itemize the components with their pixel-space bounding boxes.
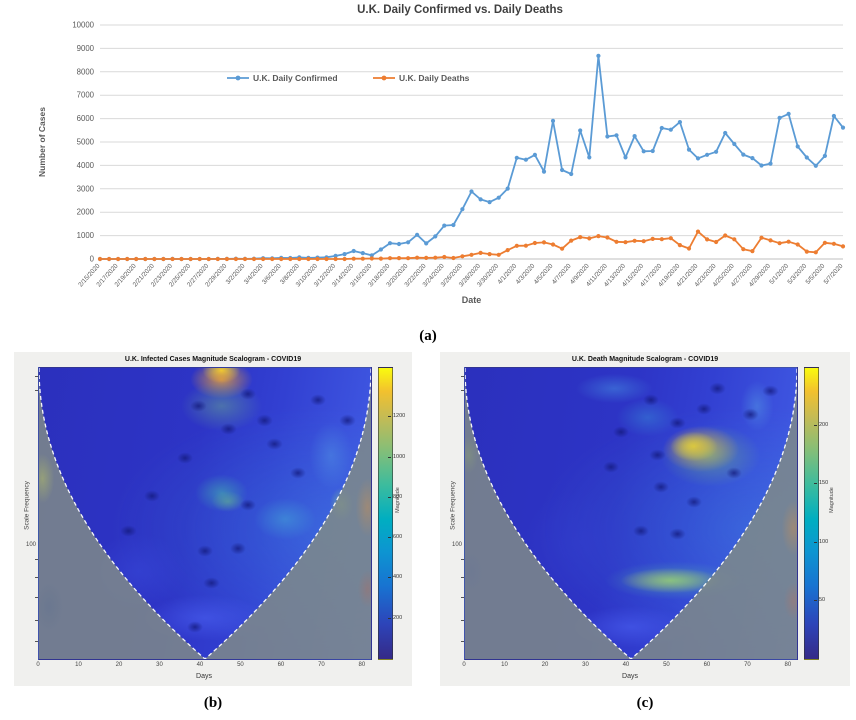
colorbar-tick	[814, 483, 817, 485]
colorbar-label: Magnitude	[829, 487, 835, 513]
y-axis-title: Number of Cases	[37, 107, 47, 177]
y-tick-label: 0	[90, 255, 95, 264]
y-minor-tick	[461, 576, 464, 578]
x-tick-label: 30	[582, 662, 589, 668]
cone-of-influence	[39, 368, 371, 659]
x-tick-label: 40	[622, 662, 630, 668]
y-tick-label: 7000	[77, 91, 95, 100]
scalogram-y-axis-label: Scale Frequency	[449, 481, 457, 530]
colorbar-tick	[814, 541, 817, 543]
colorbar-tick-label: 800	[393, 493, 403, 500]
colorbar-tick-label: 200	[819, 422, 829, 429]
y-minor-tick	[35, 375, 38, 377]
y-tick-label: 9000	[77, 44, 95, 53]
x-tick-label: 5/7/2020	[823, 262, 845, 286]
x-tick-label: 0	[462, 662, 466, 668]
y-tick-label: 4000	[77, 161, 95, 170]
scalogram-panel-deaths: U.K. Death Magnitude Scalogram - COVID19…	[440, 352, 850, 686]
y-minor-tick	[35, 620, 38, 622]
x-tick-label: 70	[744, 662, 751, 668]
x-tick-label: 50	[237, 662, 244, 668]
x-tick-label: 70	[318, 662, 325, 668]
colorbar-tick-label: 1200	[393, 413, 406, 420]
series-u-k-daily-confirmed	[97, 53, 846, 262]
y-minor-tick	[461, 620, 464, 622]
legend	[227, 75, 395, 81]
series-u-k-daily-deaths	[97, 229, 846, 262]
chart-title: U.K. Daily Confirmed vs. Daily Deaths	[357, 4, 563, 16]
scalogram-x-axis-label: Days	[196, 673, 212, 680]
scalogram-title: U.K. Death Magnitude Scalogram - COVID19	[571, 356, 719, 363]
caption-a: (a)	[419, 328, 437, 344]
x-tick-label: 80	[784, 662, 792, 668]
x-tick-label: 60	[277, 662, 285, 668]
x-tick-label: 10	[75, 662, 82, 668]
colorbar-tick	[388, 617, 391, 619]
scalogram-y-axis-label: Scale Frequency	[23, 481, 31, 530]
colorbar-tick	[388, 537, 391, 539]
y-tick-label: 2000	[77, 208, 95, 217]
x-tick-label: 20	[115, 662, 123, 668]
y-tick-label: 5000	[77, 138, 95, 147]
y-minor-tick	[461, 596, 464, 598]
y-minor-tick	[35, 576, 38, 578]
caption-b: (b)	[203, 695, 223, 711]
line-chart-canvas: 0 1000 2000 3000 4000 5000 6000 7000 8000 9000 100…	[37, 4, 846, 305]
y-tick-label: 8000	[77, 67, 95, 76]
colorbar	[804, 367, 819, 660]
x-tick-label: 60	[703, 662, 711, 668]
colorbar-tick-label: 400	[393, 574, 403, 581]
scalogram-title: U.K. Infected Cases Magnitude Scalogram …	[124, 356, 302, 363]
y-gridlines	[100, 24, 843, 260]
colorbar-tick	[814, 425, 817, 427]
colorbar-tick-label: 100	[819, 538, 829, 545]
colorbar-label: Magnitude	[395, 487, 401, 513]
colorbar-tick	[388, 416, 391, 418]
x-axis-title: Date	[462, 295, 482, 305]
legend-label: U.K. Daily Confirmed	[253, 73, 338, 83]
x-tick-label: 80	[358, 662, 366, 668]
colorbar-tick-label: 150	[819, 480, 829, 487]
colorbar-tick	[388, 496, 391, 498]
daily-cases-line-chart: 0 1000 2000 3000 4000 5000 6000 7000 8000 9000 100…	[0, 0, 856, 316]
y-minor-tick	[35, 640, 38, 642]
y-tick-label: 3000	[77, 184, 95, 193]
caption-c: (c)	[636, 695, 654, 711]
scalogram-heatmap	[464, 367, 798, 660]
x-tick-label: 10	[501, 662, 508, 668]
scalogram-panel-infected: U.K. Infected Cases Magnitude Scalogram …	[14, 352, 412, 686]
colorbar-tick-label: 200	[393, 614, 403, 621]
x-tick-label: 20	[541, 662, 549, 668]
y-tick-label: 10000	[72, 21, 94, 30]
scalogram-x-axis-label: Days	[622, 673, 638, 680]
y-minor-tick	[35, 559, 38, 561]
colorbar-tick	[388, 456, 391, 458]
x-tick-label: 0	[36, 662, 40, 668]
y-tick-label: 1000	[77, 231, 95, 240]
cone-of-influence	[465, 368, 797, 659]
y-tick-label: 100	[25, 541, 36, 548]
colorbar-tick-label: 600	[393, 534, 403, 541]
x-tick-label: 50	[663, 662, 670, 668]
y-minor-tick	[35, 596, 38, 598]
y-minor-tick	[461, 390, 464, 392]
colorbar-tick	[388, 577, 391, 579]
y-tick-label: 100	[451, 541, 462, 548]
colorbar-tick	[814, 599, 817, 601]
x-tick-label: 40	[196, 662, 204, 668]
y-minor-tick	[35, 390, 38, 392]
x-tick-label: 30	[156, 662, 163, 668]
y-minor-tick	[461, 559, 464, 561]
legend-label: U.K. Daily Deaths	[399, 73, 470, 83]
colorbar	[378, 367, 393, 660]
colorbar-tick-label: 1000	[393, 453, 406, 460]
scalogram-heatmap	[38, 367, 372, 660]
y-tick-label: 6000	[77, 114, 95, 123]
y-minor-tick	[461, 640, 464, 642]
y-minor-tick	[461, 375, 464, 377]
colorbar-tick-label: 50	[819, 596, 826, 603]
